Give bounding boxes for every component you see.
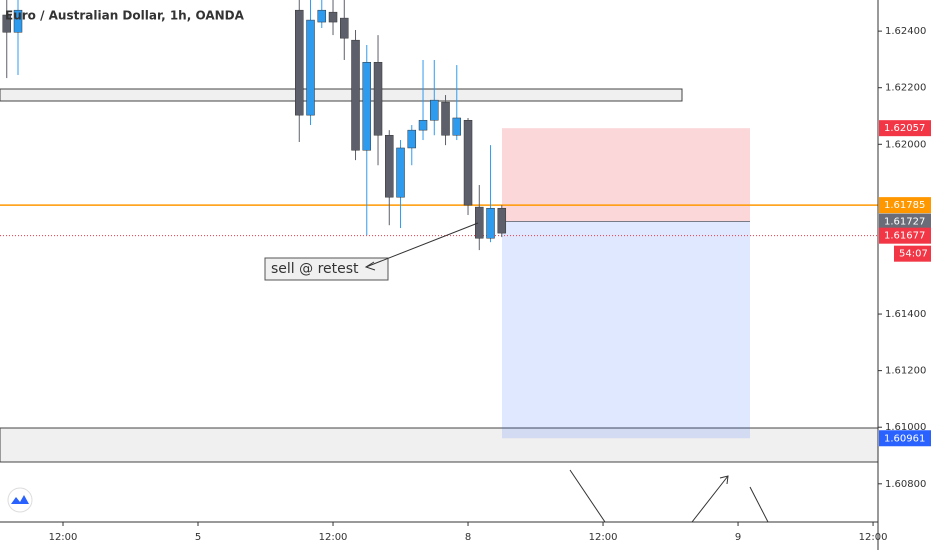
x-tick-label: 12:00 — [589, 532, 618, 543]
zone-box — [0, 427, 878, 463]
chart-title: Euro / Australian Dollar, 1h, OANDA — [5, 9, 245, 23]
x-tick-label: 12:00 — [859, 532, 888, 543]
drawings: sell @ retest — [7, 222, 769, 522]
plot-layer — [0, 88, 878, 463]
price-badge-label: 1.61785 — [884, 200, 925, 211]
candle-body — [396, 147, 405, 198]
price-badge — [879, 197, 931, 214]
annotation-box — [264, 257, 389, 281]
price-badge — [879, 227, 931, 244]
candle-body — [317, 9, 327, 23]
candle-body — [295, 9, 304, 116]
arrow-head — [719, 475, 729, 485]
target-zone — [502, 221, 750, 439]
candle-body — [2, 14, 12, 33]
candle-body — [373, 61, 383, 136]
y-tick-label: 1.61200 — [885, 366, 926, 377]
candle-body — [486, 207, 495, 239]
x-tick-label: 5 — [195, 532, 201, 543]
annotation-arrow — [365, 222, 479, 268]
price-badge — [879, 120, 931, 137]
arrow-head — [364, 261, 376, 271]
x-tick-label: 9 — [735, 532, 741, 543]
candle-body — [497, 207, 507, 234]
candle-body — [452, 117, 462, 136]
price-badge-label: 1.62057 — [884, 123, 925, 134]
stop-zone — [502, 128, 750, 222]
candle-body — [362, 61, 372, 151]
trend-line — [749, 486, 769, 522]
y-tick-label: 1.62000 — [885, 139, 926, 150]
y-tick-label: 1.61000 — [885, 422, 926, 433]
candle-body — [463, 119, 473, 206]
x-tick-label: 8 — [465, 532, 471, 543]
logo — [7, 487, 33, 513]
y-tick-label: 1.61400 — [885, 309, 926, 320]
countdown-badge — [894, 245, 931, 262]
candle-body — [475, 206, 484, 239]
candle-body — [351, 39, 360, 151]
x-tick-label: 12:00 — [49, 532, 78, 543]
price-badge — [879, 213, 931, 230]
candles — [2, 0, 507, 251]
x-tick-label: 12:00 — [319, 532, 348, 543]
candle-body — [328, 11, 338, 23]
candle-body — [407, 129, 417, 149]
candle-body — [385, 134, 394, 198]
logo-mark — [11, 495, 29, 504]
countdown: 54:07 — [899, 249, 928, 260]
candle-body — [441, 101, 450, 136]
trend-arrow — [691, 475, 729, 522]
candle-body — [306, 19, 315, 116]
price-badge — [879, 430, 931, 447]
annotation: sell @ retest — [271, 261, 359, 277]
y-tick-label: 1.60800 — [885, 479, 926, 490]
y-tick-label: 1.62200 — [885, 83, 926, 94]
price-badge-label: 1.61677 — [884, 231, 925, 242]
price-badge-label: 1.60961 — [884, 433, 925, 444]
trend-line — [569, 469, 606, 522]
candle-body — [340, 17, 349, 39]
price-badge-label: 1.61727 — [884, 217, 925, 228]
y-tick-label: 1.62400 — [885, 26, 926, 37]
candle-body — [430, 99, 439, 121]
candle-body — [13, 9, 23, 33]
zone-box — [0, 88, 683, 102]
candle-body — [418, 119, 428, 131]
